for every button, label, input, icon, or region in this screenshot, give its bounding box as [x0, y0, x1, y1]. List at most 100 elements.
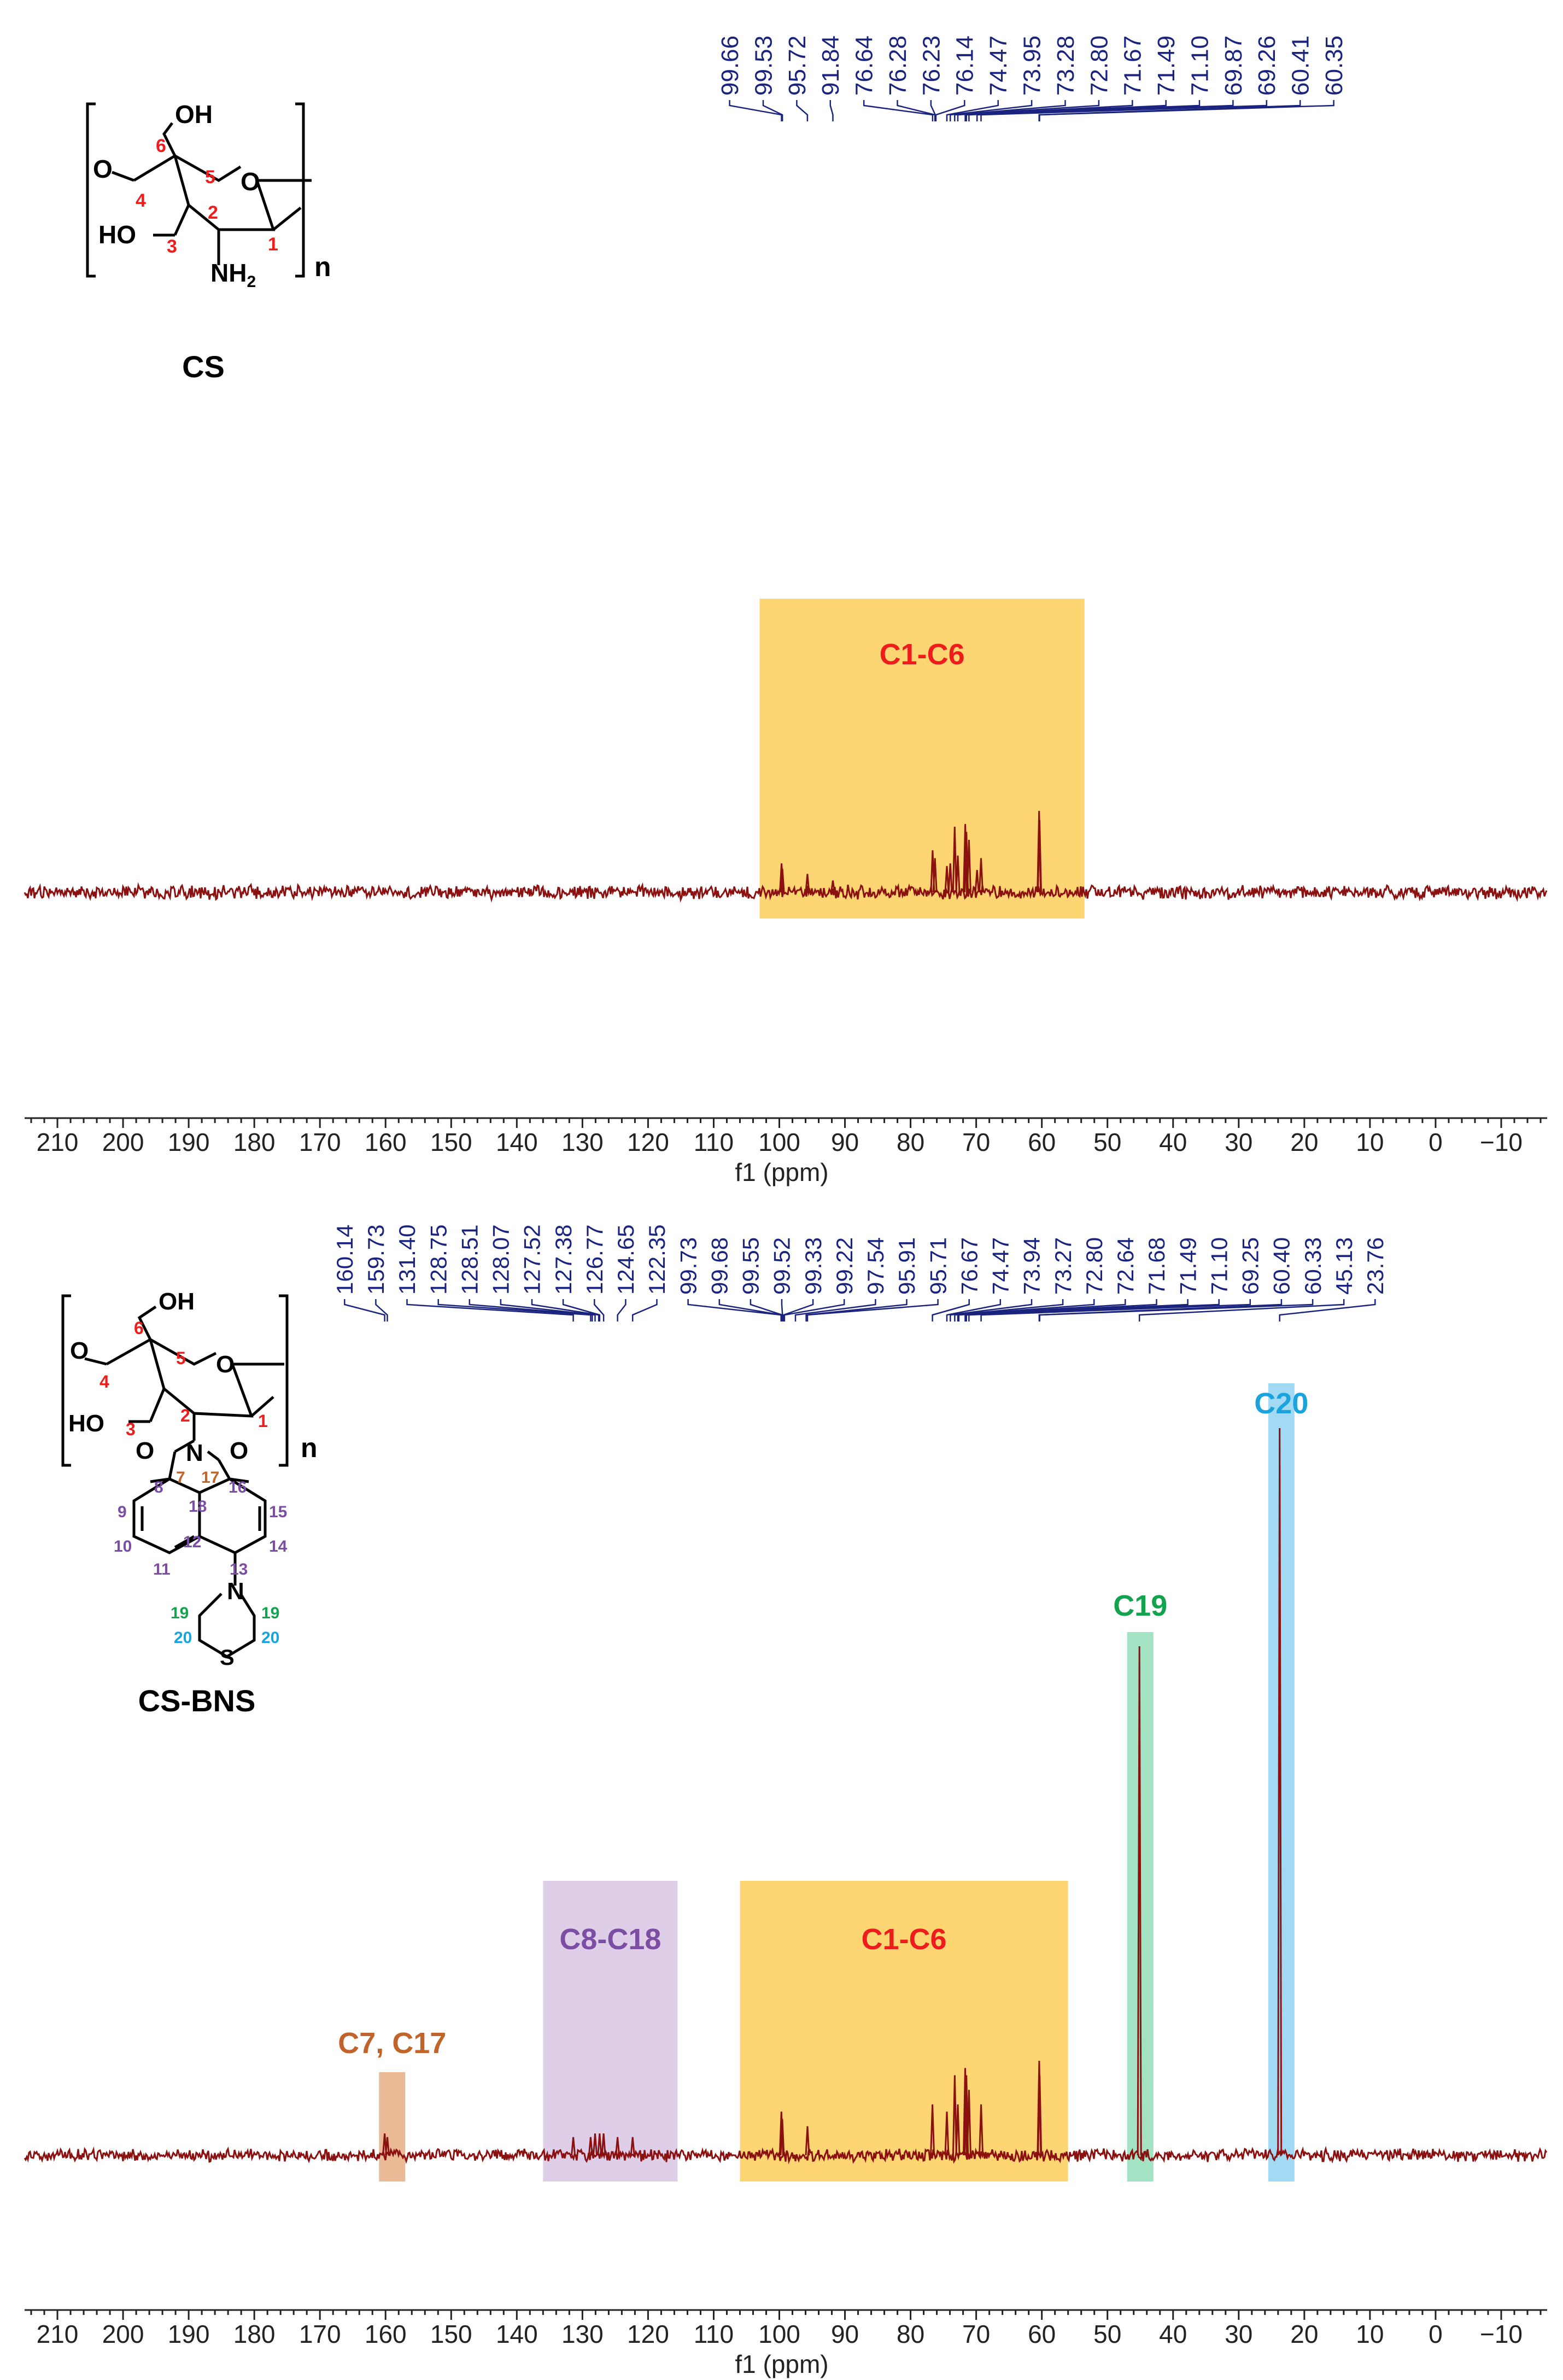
- cs-bns-name: CS-BNS: [138, 1683, 256, 1718]
- cs-c1-number: 1: [268, 234, 278, 255]
- cs-left-bracket: [86, 102, 96, 278]
- bns-region-label-0: C7, C17: [338, 2027, 446, 2060]
- cs-structure: [86, 102, 312, 278]
- bns-peak-label-1: 159.73: [363, 1225, 389, 1295]
- cs-bns-c20-left: 20: [174, 1629, 192, 1647]
- cs-tick-label-19: 20: [1290, 1128, 1318, 1156]
- cs-peak-label-1: 99.53: [750, 36, 777, 96]
- cs-peak-connector-4: [863, 100, 934, 121]
- cs-region-box-0: [759, 599, 1085, 919]
- cs-tick-label-10: 110: [694, 1128, 734, 1156]
- cs-tick-label-9: 120: [627, 1128, 669, 1156]
- bns-peak-connector-8: [594, 1299, 605, 1321]
- cs-c4-number: 4: [136, 190, 146, 211]
- bns-tick-label-20: 10: [1356, 2320, 1384, 2348]
- bns-peak-connector-32: [1138, 1299, 1345, 1321]
- cs-bns-link-o-label: O: [70, 1337, 89, 1364]
- cs-peak-13: [974, 870, 980, 893]
- bns-peak-8: [630, 2137, 635, 2156]
- cs-bns-c8-number: 8: [154, 1478, 163, 1496]
- cs-peak-7: [947, 863, 953, 893]
- bns-peak-connector-9: [617, 1299, 627, 1321]
- bns-peak-label-11: 99.73: [675, 1237, 701, 1295]
- bns-peak-connector-19: [806, 1299, 939, 1321]
- cs-bns-c4-number: 4: [99, 1372, 109, 1391]
- bns-tick-label-10: 110: [694, 2320, 734, 2348]
- cs-tick-label-2: 190: [168, 1128, 210, 1156]
- cs-bns-c2-number: 2: [180, 1406, 190, 1425]
- cs-peak-connector-14: [968, 100, 1201, 121]
- cs-x-axis-label: f1 (ppm): [735, 1158, 828, 1186]
- bns-tick-label-17: 40: [1159, 2320, 1187, 2348]
- cs-peak-5: [932, 858, 938, 893]
- bns-peak-connector-16: [783, 1299, 845, 1321]
- cs-peak-6: [944, 866, 950, 893]
- cs-peak-16: [1037, 820, 1042, 893]
- bns-peak-connector-23: [954, 1299, 1064, 1321]
- cs-bns-amine-n-label: N: [227, 1578, 244, 1605]
- cs-peak-12: [966, 839, 971, 893]
- cs-bns-naph-numbers: 8 9 10 11 12 18 16 15 14 13: [114, 1478, 288, 1578]
- cs-peak-2: [805, 874, 810, 893]
- bns-peak-connector-29: [980, 1299, 1251, 1321]
- cs-peak-label-0: 99.66: [717, 36, 744, 96]
- cs-tick-label-16: 50: [1093, 1128, 1121, 1156]
- cs-tick-label-12: 90: [831, 1128, 859, 1156]
- bns-tick-label-4: 170: [299, 2320, 341, 2348]
- bns-peak-connector-0: [344, 1299, 385, 1321]
- bns-peak-connector-7: [562, 1299, 601, 1321]
- cs-peak-label-10: 73.28: [1052, 36, 1079, 96]
- bns-peak-label-13: 99.55: [738, 1237, 764, 1295]
- cs-bns-structure: [61, 1294, 289, 1658]
- bns-peak-18: [966, 2090, 971, 2156]
- cs-bns-c15-number: 15: [269, 1503, 287, 1521]
- bns-tick-label-15: 60: [1028, 2320, 1056, 2348]
- bns-tick-label-16: 50: [1093, 2320, 1121, 2348]
- cs-bns-imide-o-right: O: [230, 1437, 248, 1464]
- cs-bns-repeat-n: n: [301, 1432, 318, 1463]
- bns-peak-19: [979, 2104, 984, 2156]
- bns-peak-connector-1: [375, 1299, 388, 1321]
- cs-tick-label-18: 30: [1225, 1128, 1252, 1156]
- bns-tick-label-13: 80: [897, 2320, 924, 2348]
- bns-peak-connector-17: [794, 1299, 876, 1321]
- bns-peak-label-25: 72.64: [1113, 1237, 1138, 1295]
- bns-peak-connector-33: [1279, 1299, 1376, 1321]
- cs-tick-label-21: 0: [1429, 1128, 1443, 1156]
- bns-peak-connector-28: [968, 1299, 1220, 1321]
- bns-peak-label-9: 124.65: [613, 1225, 639, 1295]
- bns-peak-2: [571, 2137, 576, 2156]
- bns-peak-label-30: 60.40: [1269, 1237, 1295, 1295]
- cs-peak-label-8: 74.47: [985, 36, 1012, 96]
- cs-bns-c19-right: 19: [261, 1604, 279, 1622]
- cs-bns-c1-number: 1: [258, 1411, 268, 1431]
- bns-peak-13: [944, 2112, 950, 2156]
- cs-oh-label: OH: [175, 100, 213, 128]
- cs-bns-c19-numbers: 19 19: [171, 1604, 279, 1622]
- cs-tick-label-14: 70: [962, 1128, 990, 1156]
- bns-peak-connector-15: [783, 1299, 814, 1321]
- bns-peak-label-26: 71.68: [1144, 1237, 1169, 1295]
- cs-bns-c16-number: 16: [229, 1478, 247, 1496]
- cs-peak-label-9: 73.95: [1019, 36, 1046, 96]
- cs-carbon-numbers: 6 5 4 3 2 1: [136, 136, 278, 257]
- bns-peak-connector-5: [500, 1299, 596, 1321]
- bns-peak-connector-6: [531, 1299, 600, 1321]
- bns-peak-connector-3: [437, 1299, 592, 1321]
- bns-region-label-4: C20: [1254, 1387, 1308, 1420]
- bns-peak-7: [615, 2137, 620, 2156]
- bns-region-box-0: [379, 2072, 406, 2182]
- bns-tick-label-5: 160: [365, 2320, 407, 2348]
- cs-bns-c7-number: 7: [176, 1469, 185, 1487]
- bns-tick-label-21: 0: [1429, 2320, 1443, 2348]
- bns-peak-connector-20: [932, 1299, 970, 1321]
- cs-peak-label-5: 76.28: [885, 36, 911, 96]
- cs-tick-label-22: −10: [1480, 1128, 1523, 1156]
- cs-bns-right-bracket: [279, 1294, 289, 1467]
- cs-bns-left-bracket: [61, 1294, 71, 1467]
- bns-peak-22: [1137, 1646, 1142, 2156]
- cs-tick-label-1: 200: [102, 1128, 144, 1156]
- bns-peak-label-20: 76.67: [956, 1237, 982, 1295]
- bns-peak-16: [963, 2068, 968, 2156]
- cs-tick-label-20: 10: [1356, 1128, 1384, 1156]
